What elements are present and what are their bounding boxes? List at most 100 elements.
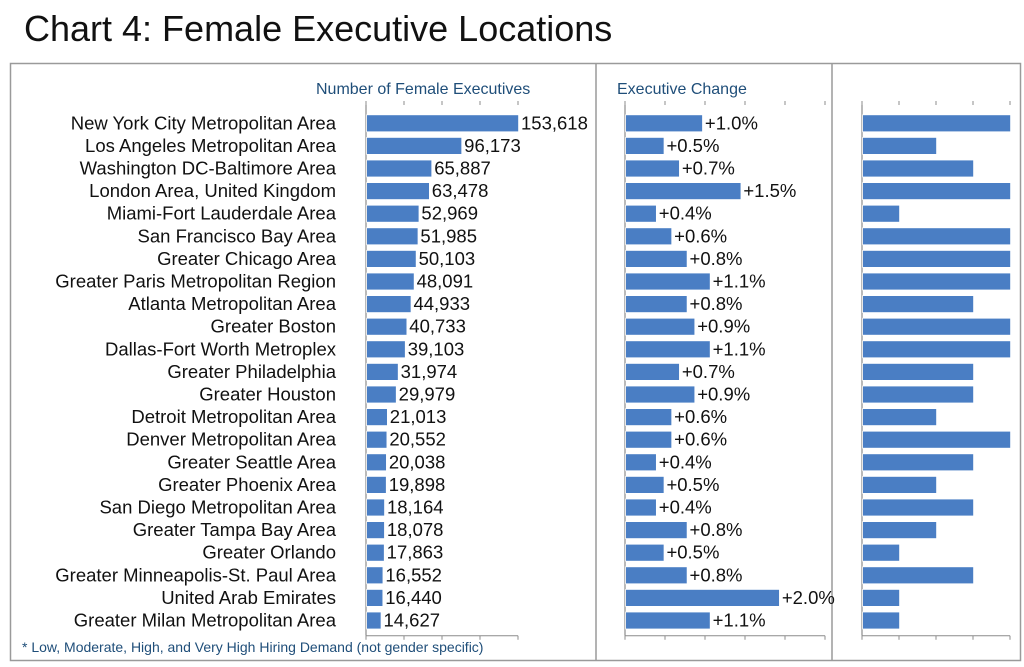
- category-label: New York City Metropolitan Area: [71, 112, 337, 133]
- bar-change-san-francisco-bay-area: [625, 227, 673, 246]
- data-label-change: +0.7%: [682, 361, 735, 382]
- data-label-count: 20,552: [389, 429, 446, 450]
- chart-frame: [9, 62, 1022, 662]
- data-label-count: 48,091: [417, 271, 474, 292]
- category-label: Greater Phoenix Area: [158, 474, 337, 495]
- category-label: Denver Metropolitan Area: [126, 429, 336, 450]
- category-label: Greater Milan Metropolitan Area: [74, 610, 337, 631]
- bar-demand-greater-seattle-area: [862, 453, 974, 472]
- bar-count-dallas-fort-worth-metroplex: [366, 340, 406, 359]
- category-label: San Diego Metropolitan Area: [99, 497, 336, 518]
- category-label: Dallas-Fort Worth Metroplex: [105, 338, 337, 359]
- category-label: Greater Boston: [211, 316, 336, 337]
- data-label-change: +0.8%: [690, 564, 743, 585]
- bar-demand-greater-paris-metropolitan-region: [862, 272, 1011, 291]
- data-label-count: 63,478: [432, 180, 489, 201]
- bar-demand-greater-boston: [862, 317, 1011, 336]
- data-label-change: +1.1%: [713, 610, 766, 631]
- category-label: Atlanta Metropolitan Area: [128, 293, 336, 314]
- bar-change-new-york-city-metropolitan-area: [625, 114, 703, 133]
- bar-change-greater-boston: [625, 317, 696, 336]
- bar-demand-greater-milan-metropolitan-area: [862, 611, 900, 630]
- data-label-change: +1.1%: [713, 271, 766, 292]
- category-label: Greater Chicago Area: [157, 248, 337, 269]
- data-label-count: 16,552: [385, 564, 442, 585]
- data-label-count: 29,979: [399, 384, 456, 405]
- bar-count-greater-chicago-area: [366, 249, 417, 268]
- category-label: Greater Tampa Bay Area: [133, 519, 337, 540]
- bar-change-greater-houston: [625, 385, 696, 404]
- bar-demand-san-francisco-bay-area: [862, 227, 1011, 246]
- bar-change-detroit-metropolitan-area: [625, 408, 673, 427]
- data-label-count: 153,618: [521, 112, 588, 133]
- data-label-count: 31,974: [401, 361, 458, 382]
- data-label-change: +0.8%: [690, 248, 743, 269]
- data-label-change: +0.4%: [659, 451, 712, 472]
- data-label-change: +0.7%: [682, 158, 735, 179]
- bar-change-dallas-fort-worth-metroplex: [625, 340, 711, 359]
- bar-count-miami-fort-lauderdale-area: [366, 204, 420, 223]
- bar-count-greater-tampa-bay-area: [366, 521, 385, 539]
- data-label-change: +1.5%: [743, 180, 796, 201]
- data-label-change: +0.4%: [659, 203, 712, 224]
- footnote: * Low, Moderate, High, and Very High Hir…: [22, 639, 483, 655]
- category-label: Greater Paris Metropolitan Region: [55, 271, 336, 292]
- data-label-count: 50,103: [419, 248, 476, 269]
- data-label-change: +0.9%: [697, 316, 750, 337]
- bar-count-greater-seattle-area: [366, 453, 387, 472]
- panel-header-change: Executive Change: [617, 81, 747, 98]
- category-label: London Area, United Kingdom: [89, 180, 336, 201]
- data-label-change: +0.9%: [697, 384, 750, 405]
- bar-count-greater-houston: [366, 385, 397, 404]
- bar-change-greater-orlando: [625, 543, 665, 562]
- bar-change-united-arab-emirates: [625, 589, 780, 607]
- data-label-change: +0.5%: [666, 542, 719, 563]
- bar-change-atlanta-metropolitan-area: [625, 295, 688, 314]
- data-label-count: 51,985: [420, 225, 477, 246]
- category-label: Washington DC-Baltimore Area: [80, 158, 337, 179]
- category-label: San Francisco Bay Area: [138, 225, 337, 246]
- data-label-count: 39,103: [408, 338, 465, 359]
- category-label: Greater Orlando: [202, 542, 336, 563]
- data-label-count: 65,887: [434, 158, 491, 179]
- data-label-count: 21,013: [390, 406, 447, 427]
- bar-demand-los-angeles-metropolitan-area: [862, 136, 937, 155]
- data-label-count: 18,164: [387, 497, 444, 518]
- category-label: Los Angeles Metropolitan Area: [85, 135, 337, 156]
- bar-count-new-york-city-metropolitan-area: [366, 114, 520, 133]
- bar-demand-greater-chicago-area: [862, 249, 1011, 268]
- bar-count-san-francisco-bay-area: [366, 227, 419, 246]
- bar-count-denver-metropolitan-area: [366, 430, 388, 449]
- data-label-count: 17,863: [387, 542, 444, 563]
- data-label-count: 44,933: [413, 293, 470, 314]
- bar-demand-greater-houston: [862, 385, 974, 404]
- bar-demand-greater-phoenix-area: [862, 475, 937, 494]
- bar-change-washington-dc-baltimore-area: [625, 159, 680, 178]
- data-label-change: +1.1%: [713, 338, 766, 359]
- bar-demand-detroit-metropolitan-area: [862, 408, 937, 427]
- chart-title: Chart 4: Female Executive Locations: [24, 8, 613, 49]
- bar-change-denver-metropolitan-area: [625, 430, 673, 449]
- data-label-change: +0.5%: [666, 474, 719, 495]
- data-label-count: 52,969: [421, 203, 478, 224]
- bar-count-san-diego-metropolitan-area: [366, 498, 385, 517]
- bar-demand-san-diego-metropolitan-area: [862, 498, 974, 517]
- bar-demand-denver-metropolitan-area: [862, 430, 1011, 449]
- data-label-count: 14,627: [383, 610, 440, 631]
- bar-demand-dallas-fort-worth-metroplex: [862, 340, 1011, 359]
- data-label-count: 20,038: [389, 451, 446, 472]
- data-label-change: +1.0%: [705, 112, 758, 133]
- bar-change-los-angeles-metropolitan-area: [625, 136, 665, 155]
- data-label-count: 18,078: [387, 519, 444, 540]
- category-label: Greater Houston: [199, 384, 336, 405]
- bar-change-london-area-united-kingdom: [625, 182, 742, 201]
- data-label-change: +0.5%: [666, 135, 719, 156]
- data-label-change: +0.8%: [690, 519, 743, 540]
- bar-demand-new-york-city-metropolitan-area: [862, 114, 1011, 133]
- data-label-count: 40,733: [409, 316, 466, 337]
- bar-change-greater-phoenix-area: [625, 475, 665, 494]
- data-label-count: 96,173: [464, 135, 521, 156]
- data-label-change: +2.0%: [782, 587, 835, 608]
- bar-change-greater-chicago-area: [625, 249, 688, 268]
